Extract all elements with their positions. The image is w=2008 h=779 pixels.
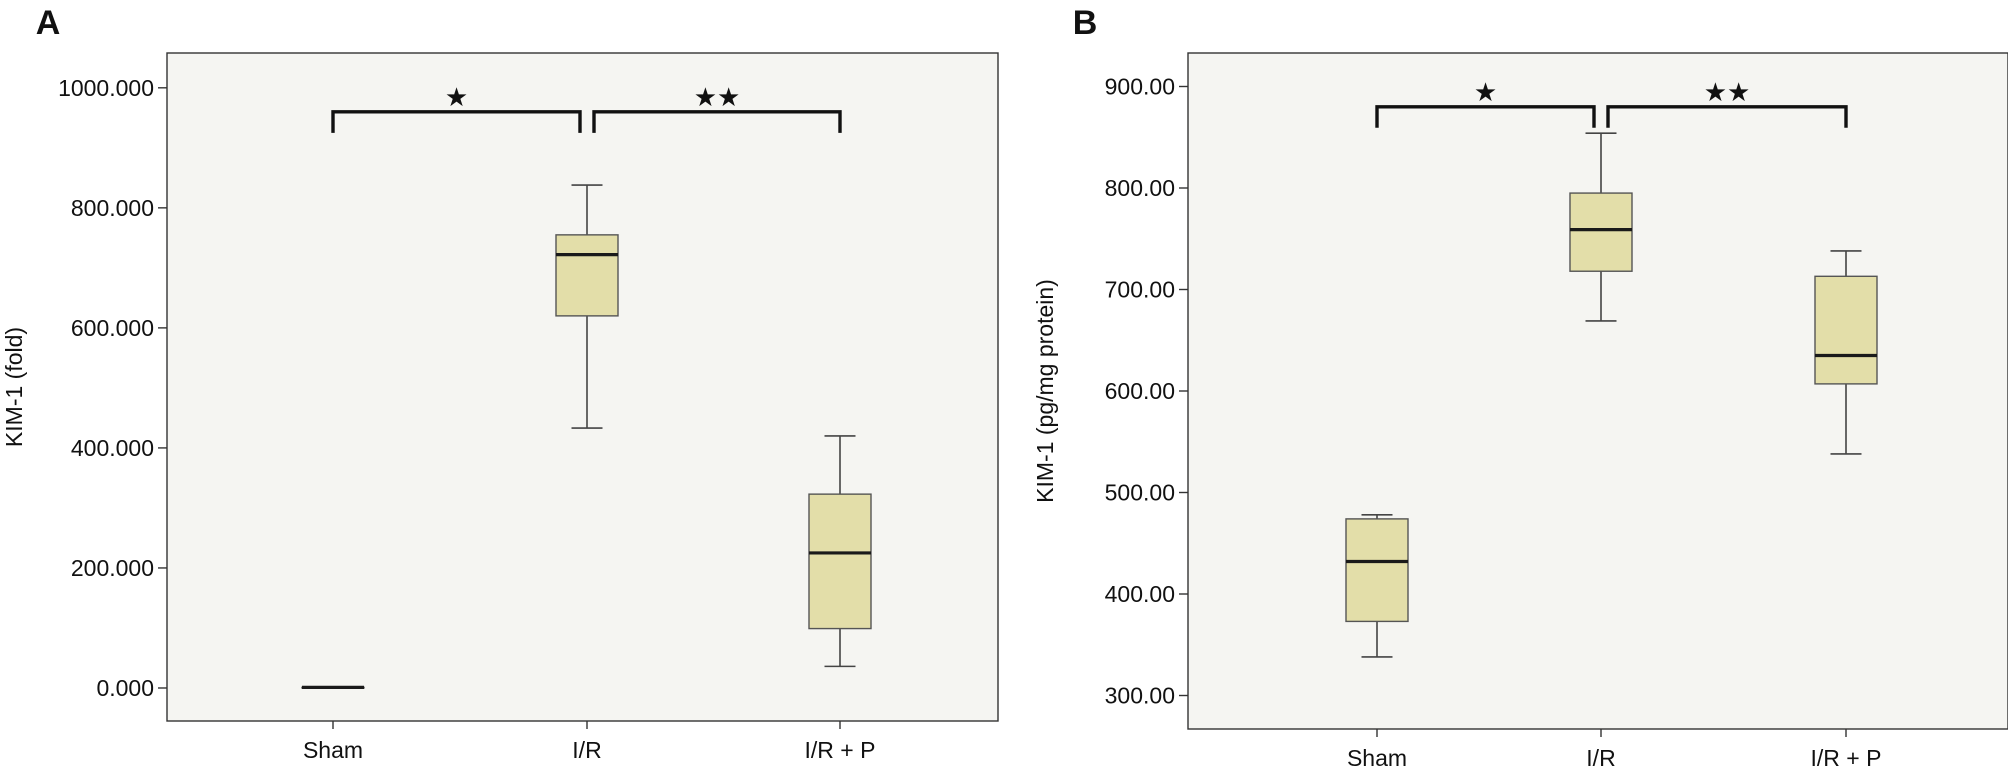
- x-tick-label: I/R + P: [805, 737, 876, 763]
- x-tick-label: I/R: [1586, 745, 1615, 771]
- y-tick-label: 900.00: [1105, 73, 1175, 99]
- iqr-box: [555, 234, 619, 317]
- y-tick-label: 400.00: [1105, 581, 1175, 607]
- y-tick-label: 1000.000: [58, 75, 154, 101]
- iqr-box: [1814, 275, 1878, 385]
- significance-marker: ★: [445, 82, 468, 112]
- y-tick-label: 700.00: [1105, 276, 1175, 302]
- panel-label: B: [1073, 4, 1098, 42]
- iqr-box: [1569, 192, 1633, 272]
- significance-marker: ★★: [1704, 77, 1751, 107]
- plot-area: [166, 52, 999, 722]
- x-tick-label: I/R + P: [1811, 745, 1882, 771]
- box-plot-1: [1569, 132, 1633, 322]
- significance-bracket: [331, 110, 582, 133]
- box-plot-0: [1345, 514, 1409, 658]
- box-plot-1: [555, 184, 619, 429]
- x-tick-label: I/R: [572, 737, 601, 763]
- y-tick-label: 800.00: [1105, 175, 1175, 201]
- y-tick-label: 0.000: [96, 675, 154, 701]
- y-axis-title: KIM-1 (fold): [1, 327, 27, 447]
- y-tick-label: 600.00: [1105, 378, 1175, 404]
- y-tick-label: 500.00: [1105, 480, 1175, 506]
- y-tick-label: 200.000: [71, 555, 154, 581]
- significance-bracket: [1606, 105, 1848, 128]
- significance-bracket: [1375, 105, 1596, 128]
- box-plot-2: [808, 435, 872, 668]
- significance-marker: ★★: [694, 82, 741, 112]
- y-tick-label: 400.000: [71, 435, 154, 461]
- plot-area: [1187, 52, 2008, 730]
- y-tick-label: 300.00: [1105, 683, 1175, 709]
- box-plot-0: [301, 685, 365, 689]
- y-tick-label: 800.000: [71, 195, 154, 221]
- significance-marker: ★: [1474, 77, 1497, 107]
- panel-b: B 300.00 400.00 500.00 600.00 700.00 800.00 900…: [1032, 4, 2008, 771]
- panel-label: A: [36, 4, 61, 42]
- y-tick-label: 600.000: [71, 315, 154, 341]
- panel-a: A 0.000 200.000 400.000 600.000 800.000 1000.0…: [1, 4, 999, 763]
- y-axis-title: KIM-1 (pg/mg protein): [1032, 279, 1058, 503]
- significance-bracket: [592, 110, 842, 133]
- iqr-box: [808, 493, 872, 630]
- iqr-box: [1345, 518, 1409, 623]
- x-tick-label: Sham: [1347, 745, 1407, 771]
- x-tick-label: Sham: [303, 737, 363, 763]
- box-plot-2: [1814, 250, 1878, 455]
